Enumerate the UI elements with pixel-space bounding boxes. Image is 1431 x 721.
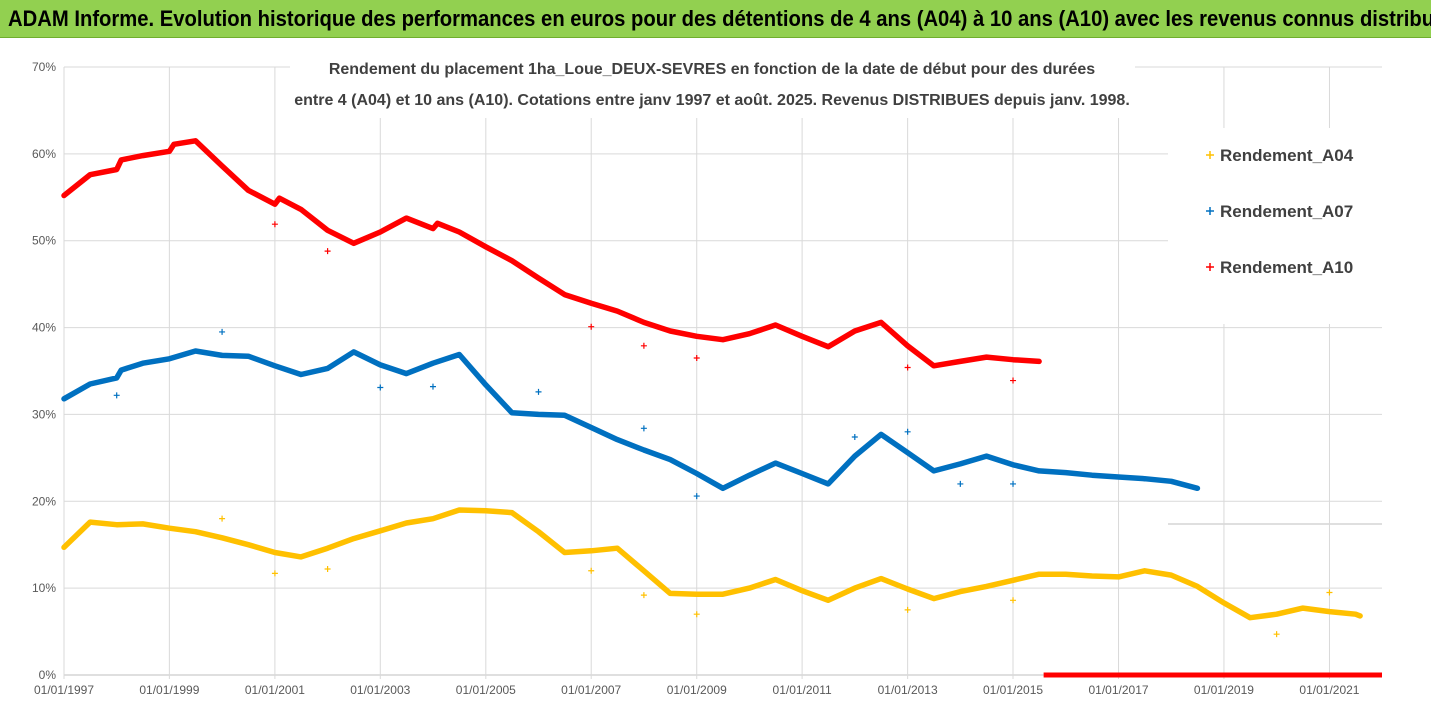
data-point-Rendement_A07 — [1010, 480, 1017, 487]
data-point-Rendement_A04 — [904, 606, 911, 613]
data-point-Rendement_A04 — [219, 515, 226, 522]
data-point-Rendement_A07 — [851, 434, 858, 441]
x-tick-label: 01/01/1997 — [34, 683, 94, 697]
series-Rendement_A04 — [61, 507, 1363, 638]
data-point-Rendement_A10 — [693, 354, 700, 361]
chart-legend: Rendement_A04 Rendement_A07 Rendement_A10 — [1206, 146, 1354, 277]
x-tick-label: 01/01/2017 — [1089, 683, 1149, 697]
chart-gridlines — [63, 66, 1382, 679]
x-tick-label: 01/01/2021 — [1299, 683, 1359, 697]
y-tick-label: 40% — [32, 321, 56, 335]
y-tick-label: 50% — [32, 234, 56, 248]
data-point-Rendement_A10 — [640, 342, 647, 349]
data-point-Rendement_A10 — [588, 323, 595, 330]
legend-label-Rendement_A04: Rendement_A04 — [1220, 146, 1354, 165]
series-Rendement_A07 — [61, 328, 1201, 500]
data-point-Rendement_A04 — [324, 566, 331, 573]
data-point-Rendement_A07 — [640, 425, 647, 432]
legend-marker-Rendement_A04 — [1206, 151, 1214, 159]
data-point-Rendement_A07 — [904, 428, 911, 435]
legend-marker-Rendement_A10 — [1206, 263, 1214, 271]
data-point-Rendement_A10 — [271, 221, 278, 228]
y-tick-label: 30% — [32, 407, 56, 421]
x-tick-label: 01/01/2007 — [561, 683, 621, 697]
chart-title-line-2: entre 4 (A04) et 10 ans (A10). Cotations… — [294, 92, 1130, 109]
page-title: ADAM Informe. Evolution historique des p… — [8, 6, 1431, 31]
data-point-Rendement_A07 — [535, 388, 542, 395]
x-axis-ticks: 01/01/1997 01/01/1999 01/01/2001 01/01/2003… — [34, 683, 1360, 697]
legend-label-Rendement_A07: Rendement_A07 — [1220, 202, 1353, 221]
data-point-Rendement_A04 — [588, 567, 595, 574]
legend-label-Rendement_A10: Rendement_A10 — [1220, 258, 1353, 277]
legend-box — [1168, 128, 1383, 324]
y-tick-label: 0% — [39, 668, 57, 682]
x-tick-label: 01/01/2003 — [350, 683, 410, 697]
data-point-Rendement_A04 — [1273, 631, 1280, 638]
data-point-Rendement_A07 — [113, 392, 120, 399]
legend-marker-Rendement_A07 — [1206, 207, 1214, 215]
y-tick-label: 10% — [32, 581, 56, 595]
x-tick-label: 01/01/2001 — [245, 683, 305, 697]
y-tick-label: 70% — [32, 60, 56, 74]
y-tick-label: 60% — [32, 147, 56, 161]
data-point-Rendement_A04 — [693, 611, 700, 618]
chart-marks — [61, 138, 1382, 678]
series-line-Rendement_A07 — [61, 348, 1201, 492]
title-banner: ADAM Informe. Evolution historique des p… — [0, 0, 1431, 38]
chart-title-box — [290, 52, 1135, 118]
data-point-Rendement_A04 — [1326, 589, 1333, 596]
x-tick-label: 01/01/2011 — [773, 683, 832, 697]
chart-title-line-1: Rendement du placement 1ha_Loue_DEUX-SEV… — [329, 61, 1095, 78]
y-axis-ticks: 0% 10% 20% 30% 40% 50% 60% 70% — [32, 60, 56, 682]
data-point-Rendement_A07 — [377, 384, 384, 391]
series-line-Rendement_A04 — [61, 507, 1363, 621]
data-point-Rendement_A10 — [324, 248, 331, 255]
data-point-Rendement_A04 — [1010, 597, 1017, 604]
y-tick-label: 20% — [32, 494, 56, 508]
x-tick-label: 01/01/2013 — [878, 683, 938, 697]
data-point-Rendement_A04 — [640, 592, 647, 599]
x-tick-label: 01/01/1999 — [139, 683, 199, 697]
data-point-Rendement_A10 — [904, 364, 911, 371]
x-tick-label: 01/01/2015 — [983, 683, 1043, 697]
data-point-Rendement_A07 — [429, 383, 436, 390]
data-point-Rendement_A04 — [271, 570, 278, 577]
data-point-Rendement_A07 — [219, 328, 226, 335]
series-Rendement_A10 — [61, 138, 1382, 678]
performance-chart: 0%10%20%30%40%50%60%70% 01/01/1997 01/01/… — [32, 52, 1383, 697]
data-point-Rendement_A07 — [957, 480, 964, 487]
x-tick-label: 01/01/2009 — [667, 683, 727, 697]
series-line-Rendement_A10 — [61, 138, 1042, 369]
x-tick-label: 01/01/2005 — [456, 683, 516, 697]
x-tick-label: 01/01/2019 — [1194, 683, 1254, 697]
data-point-Rendement_A07 — [693, 493, 700, 500]
data-point-Rendement_A10 — [1010, 377, 1017, 384]
